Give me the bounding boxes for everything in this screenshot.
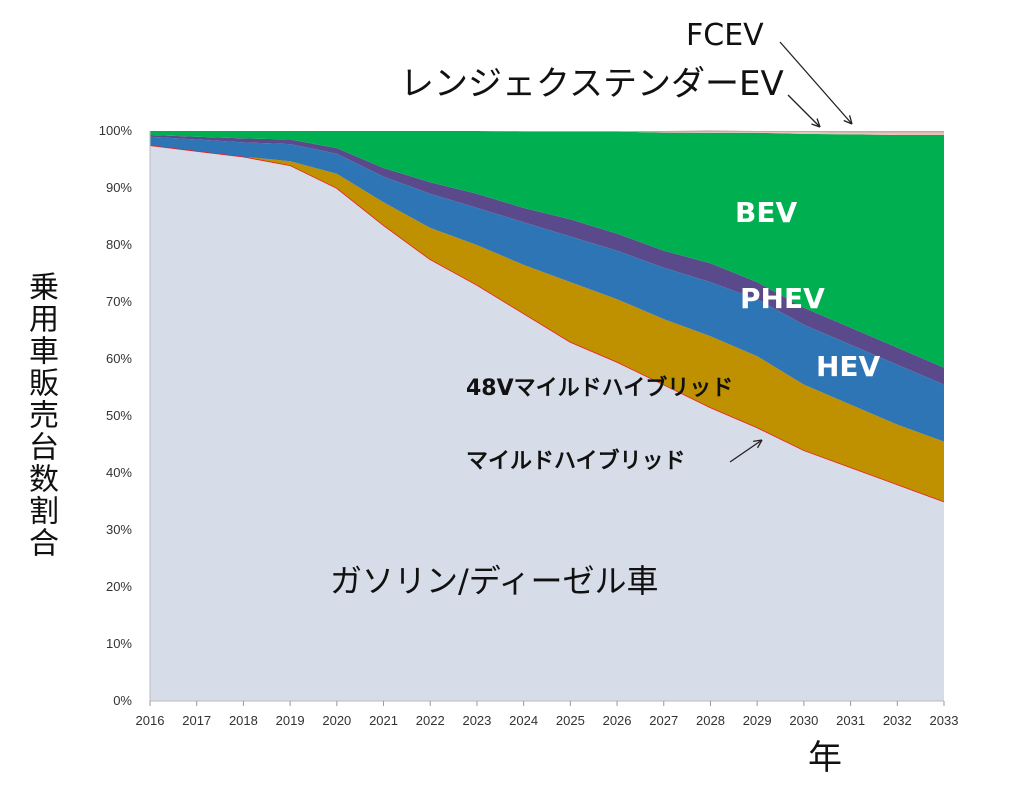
x-tick-label: 2019 bbox=[276, 713, 305, 728]
label-fcev: FCEV bbox=[686, 18, 764, 53]
x-tick-label: 2026 bbox=[603, 713, 632, 728]
arrow-fcev bbox=[779, 41, 853, 125]
label-range-extender-ev: レンジェクステンダーEV bbox=[400, 64, 784, 104]
x-tick-label: 2033 bbox=[930, 713, 959, 728]
x-tick-label: 2016 bbox=[136, 713, 165, 728]
y-axis-label: 乗用車販売台数割合 bbox=[23, 271, 58, 559]
y-tick-label: 50% bbox=[106, 408, 132, 423]
y-tick-label: 80% bbox=[106, 237, 132, 252]
x-tick-label: 2017 bbox=[182, 713, 211, 728]
y-tick-label: 100% bbox=[99, 123, 133, 138]
arrow-mild-hybrid-head bbox=[753, 439, 763, 449]
x-tick-label: 2018 bbox=[229, 713, 258, 728]
x-tick-label: 2025 bbox=[556, 713, 585, 728]
arrow-range-extender-ev bbox=[787, 94, 821, 128]
x-axis: 2016 2017 2018 2019 2020 2021 2022 2023 2024 2025… bbox=[136, 700, 959, 728]
x-tick-label: 2032 bbox=[883, 713, 912, 728]
y-tick-label: 60% bbox=[106, 351, 132, 366]
x-axis-label: 年 bbox=[808, 738, 842, 778]
y-tick-label: 30% bbox=[106, 522, 132, 537]
stacked-areas bbox=[149, 130, 945, 702]
area-series-7 bbox=[150, 130, 944, 133]
area-series-2 bbox=[150, 145, 944, 502]
area-series-5 bbox=[150, 131, 944, 368]
x-tick-label: 2021 bbox=[369, 713, 398, 728]
y-tick-label: 0% bbox=[113, 693, 132, 708]
y-tick-label: 70% bbox=[106, 294, 132, 309]
x-tick-label: 2027 bbox=[649, 713, 678, 728]
callout-arrows bbox=[729, 41, 853, 463]
arrow-range-extender-ev-head bbox=[811, 118, 821, 128]
label-phev: PHEV bbox=[740, 282, 825, 315]
arrow-fcev-head bbox=[843, 115, 853, 125]
y-tick-label: 90% bbox=[106, 180, 132, 195]
y-tick-label: 10% bbox=[106, 636, 132, 651]
x-tick-label: 2031 bbox=[836, 713, 865, 728]
label-bev: BEV bbox=[735, 196, 798, 229]
x-tick-label: 2024 bbox=[509, 713, 538, 728]
label-gasoline-diesel: ガソリン/ディーゼル車 bbox=[330, 562, 659, 600]
x-tick-label: 2023 bbox=[462, 713, 491, 728]
x-tick-label: 2022 bbox=[416, 713, 445, 728]
y-axis: 0% 10% 20% 30% 40% 50% 60% 70% 80% 90% 100% bbox=[99, 123, 151, 708]
area-series-6 bbox=[150, 131, 944, 135]
y-tick-label: 40% bbox=[106, 465, 132, 480]
x-tick-label: 2028 bbox=[696, 713, 725, 728]
y-tick-label: 20% bbox=[106, 579, 132, 594]
label-mild-hybrid: マイルドハイブリッド bbox=[466, 449, 686, 474]
label-hev: HEV bbox=[816, 350, 881, 383]
arrow-mild-hybrid bbox=[729, 439, 763, 463]
x-tick-label: 2029 bbox=[743, 713, 772, 728]
area-series-0 bbox=[150, 145, 944, 702]
x-tick-label: 2020 bbox=[322, 713, 351, 728]
label-48v-mild-hybrid: 48Vマイルドハイブリッド bbox=[466, 376, 734, 401]
x-tick-label: 2030 bbox=[789, 713, 818, 728]
